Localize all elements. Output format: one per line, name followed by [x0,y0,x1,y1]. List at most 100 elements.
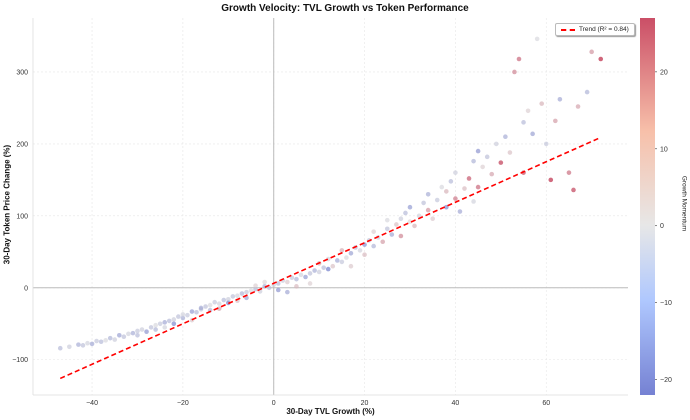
data-point [384,217,390,223]
data-point [139,327,145,332]
data-point [444,204,449,210]
x-tick-label: 60 [542,400,550,407]
data-point [171,321,177,327]
chart-title: Growth Velocity: TVL Growth vs Token Per… [221,3,469,14]
data-point [484,154,490,160]
data-point [135,332,140,338]
data-point [116,332,122,338]
data-point [312,268,317,273]
data-point [503,134,508,140]
data-point [244,289,249,295]
data-point [362,252,367,258]
data-point [176,314,181,319]
data-point [335,258,340,263]
x-axis-label: 30-Day TVL Growth (%) [286,407,375,416]
data-point [275,281,281,286]
data-point [253,283,258,288]
data-point [180,315,186,321]
data-point [135,328,140,334]
data-point [475,184,481,190]
trend-line [59,136,602,380]
data-point [330,263,336,269]
data-point [457,209,463,214]
data-point [235,293,240,299]
data-point [412,223,417,229]
data-point [475,148,481,154]
data-point [534,36,540,42]
data-point [85,340,90,346]
data-point [57,345,63,351]
colorbar-tick-label: 20 [660,69,668,76]
data-point [516,56,522,62]
data-point [162,320,168,325]
legend: Trend (R² = 0.84) [555,23,635,36]
data-point [80,343,86,348]
data-point [407,219,413,224]
data-point [67,344,72,350]
data-point [316,269,322,275]
data-point [285,289,290,295]
data-point [121,334,127,340]
data-point [289,275,295,281]
data-point [357,248,363,253]
y-tick-label: 0 [24,285,28,292]
data-point [348,250,354,256]
data-point [275,287,281,293]
data-point [126,331,131,337]
y-tick-label: −100 [12,357,28,364]
colorbar [640,18,655,395]
data-point [444,189,449,194]
y-tick-label: 200 [16,141,28,148]
legend-entry-trend: Trend (R² = 0.84) [579,26,629,33]
data-point [307,281,313,286]
data-point [589,49,594,55]
x-tick-label: 0 [272,400,276,407]
data-point [489,171,495,177]
data-point [185,312,190,318]
data-point [521,120,526,125]
colorbar-tick-label: −10 [660,300,672,307]
data-point [448,179,454,184]
data-point [380,239,386,245]
data-point [421,200,426,206]
data-point [148,325,154,330]
data-point [98,339,104,345]
data-point [398,233,404,239]
data-point [89,341,95,347]
data-point [434,197,440,203]
data-point [166,318,172,324]
data-point [398,216,404,222]
data-point [180,312,186,317]
data-point [203,304,208,309]
data-point [307,271,313,276]
data-point [230,294,236,299]
data-point [303,274,308,280]
data-point [525,108,531,114]
data-point [248,288,254,293]
data-point [221,297,227,303]
data-point [212,299,217,305]
data-point [493,141,499,147]
data-point [216,301,222,306]
data-point [107,335,113,341]
data-point [598,56,604,62]
colorbar-tick-label: −20 [660,377,672,384]
data-point [189,309,195,314]
data-point [94,338,99,344]
colorbar-tick-label: 0 [660,223,664,230]
data-point [112,337,118,342]
data-point [462,186,467,191]
data-point [384,226,390,232]
data-point [103,338,108,343]
data-point [425,191,431,197]
data-point [226,297,231,302]
data-point [430,216,435,222]
data-point [216,306,222,311]
data-point [162,325,168,330]
data-point [371,243,376,249]
x-tick-label: −40 [86,400,98,407]
data-point [389,232,395,237]
data-point [539,101,545,106]
data-point [394,222,399,227]
data-point [416,213,422,219]
